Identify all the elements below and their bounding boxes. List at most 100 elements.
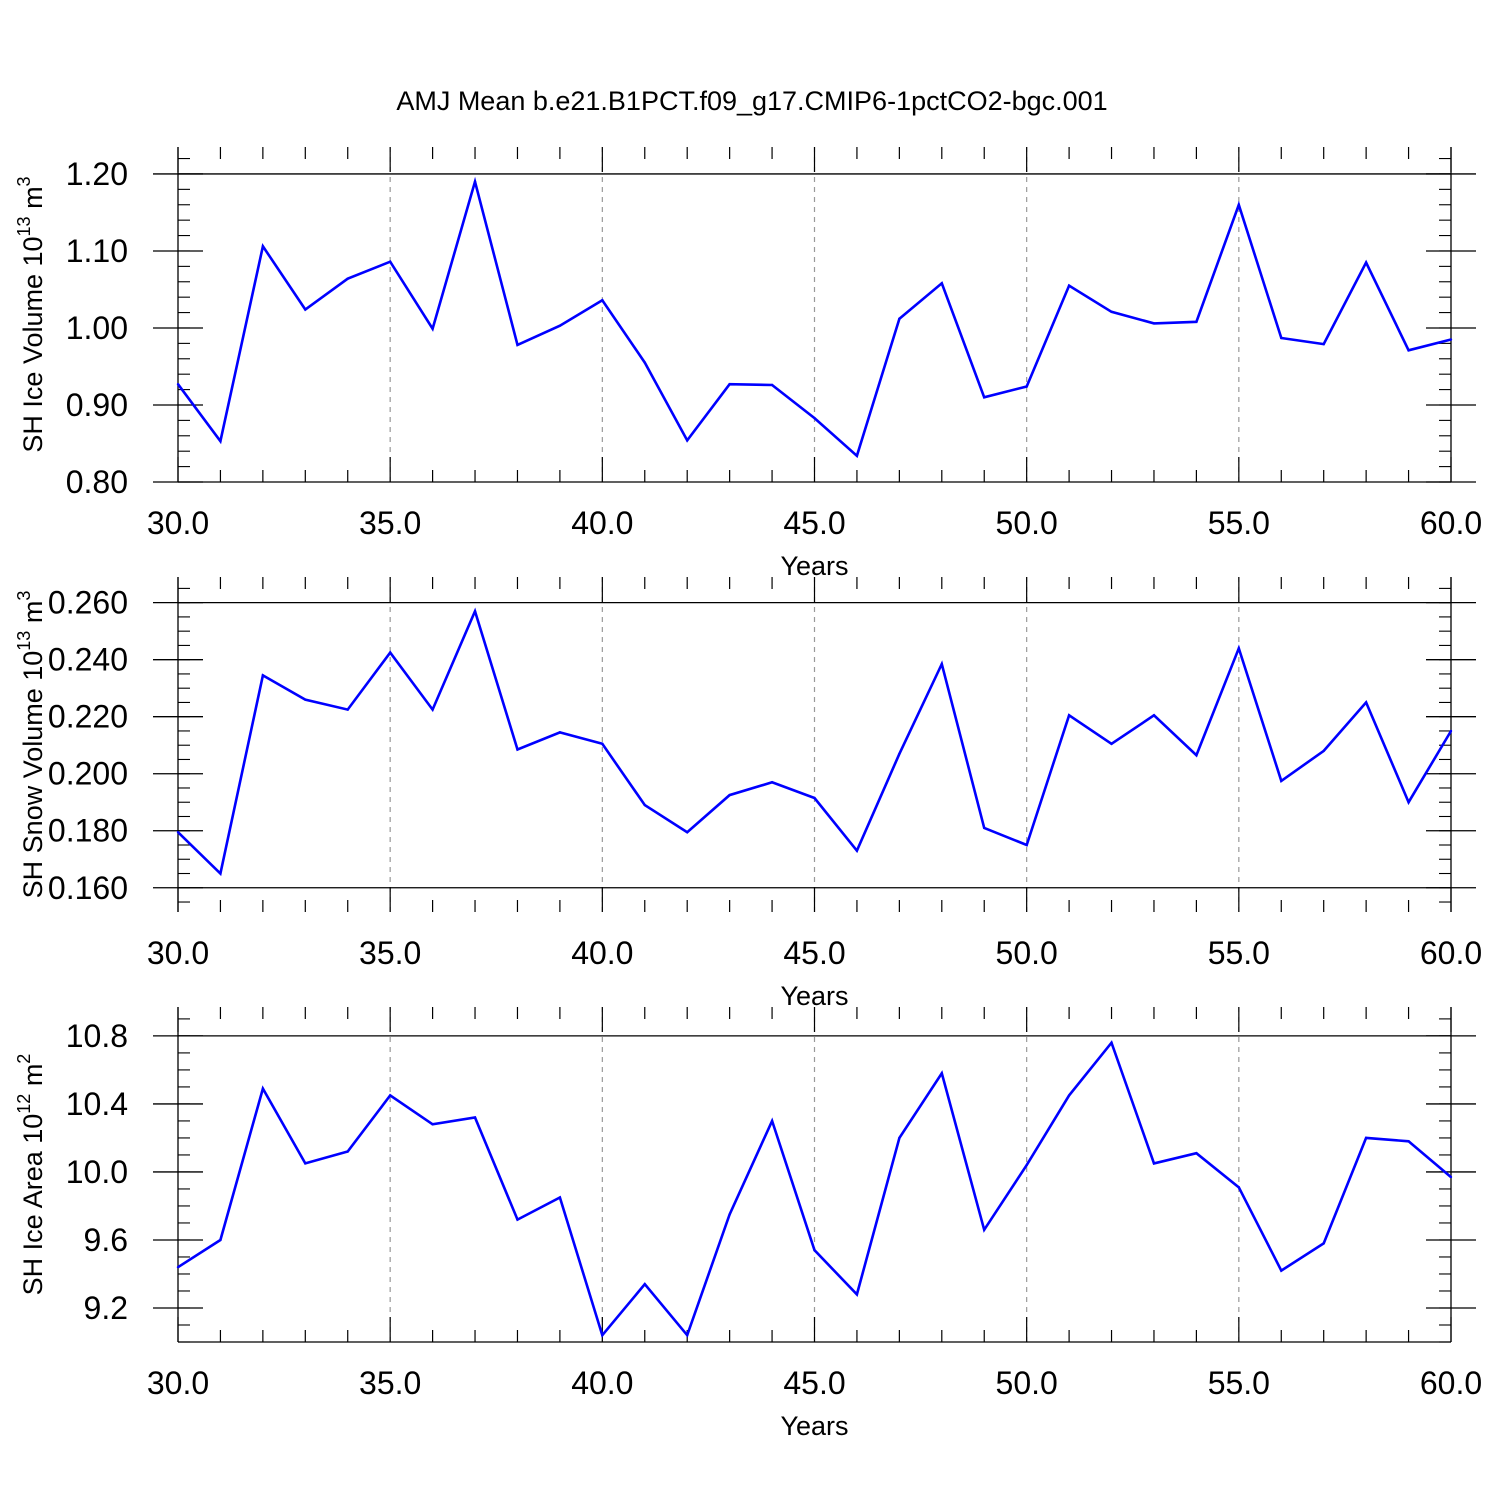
data-point	[1280, 336, 1283, 340]
data-point	[601, 299, 604, 302]
data-point	[304, 308, 307, 311]
data-point	[728, 1213, 731, 1216]
data-point	[728, 382, 731, 386]
data-point	[728, 793, 731, 797]
data-point	[1407, 801, 1410, 804]
x-tick-label: 50.0	[996, 1365, 1058, 1401]
data-point	[1280, 779, 1283, 783]
data-point	[898, 317, 901, 320]
y-axis-label: SH Ice Volume 1013 m3	[14, 176, 48, 452]
data-point	[261, 674, 265, 677]
y-tick-label: 10.4	[66, 1086, 128, 1122]
data-point	[1152, 1162, 1156, 1165]
data-point	[940, 662, 943, 666]
y-axis-label: SH Ice Area 1012 m2	[14, 1054, 48, 1296]
data-point	[431, 327, 434, 330]
data-point	[516, 1218, 519, 1221]
x-axis-label: Years	[780, 1411, 848, 1441]
data-point	[643, 361, 646, 364]
data-point	[983, 1228, 986, 1231]
panels: 30.0 35.0 40.0 45.0 50.0 55.0 60.0 Years 0.80 0.9…	[14, 147, 1482, 1441]
data-point	[601, 742, 604, 745]
data-point	[813, 416, 816, 420]
y-tick-label: 0.180	[48, 813, 128, 849]
x-axis-label: Years	[780, 551, 848, 581]
data-point	[473, 180, 477, 183]
data-point	[473, 610, 477, 613]
x-tick-label: 30.0	[147, 1365, 209, 1401]
x-axis-label: Years	[780, 981, 848, 1011]
x-tick-label: 30.0	[147, 505, 209, 541]
data-point	[643, 1282, 646, 1286]
data-point	[1195, 753, 1198, 757]
chart-title: AMJ Mean b.e21.B1PCT.f09_g17.CMIP6-1pctC…	[396, 86, 1107, 116]
x-tick-label: 55.0	[1208, 935, 1270, 971]
data-point	[516, 748, 519, 751]
data-point	[1280, 1269, 1283, 1272]
x-tick-label: 35.0	[359, 505, 421, 541]
y-tick-label: 1.10	[66, 233, 128, 269]
data-point	[940, 1072, 943, 1075]
x-tick-label: 60.0	[1420, 505, 1482, 541]
data-point	[346, 1150, 349, 1153]
data-point	[686, 439, 689, 442]
y-tick-label: 0.240	[48, 642, 128, 678]
data-point	[558, 731, 562, 734]
chart-panel-3: 30.0 35.0 40.0 45.0 50.0 55.0 60.0 Years 9.2 9.6 1…	[14, 1007, 1482, 1441]
data-point	[770, 1119, 774, 1123]
data-point	[558, 1196, 562, 1199]
x-tick-label: 55.0	[1208, 505, 1270, 541]
data-point	[431, 708, 434, 711]
data-point	[388, 651, 392, 654]
data-point	[1407, 349, 1410, 352]
data-point	[261, 1087, 265, 1090]
y-tick-label: 0.90	[66, 387, 128, 423]
data-point	[983, 396, 986, 399]
data-point	[1195, 320, 1198, 324]
data-point	[1322, 342, 1325, 346]
data-point	[176, 1265, 180, 1269]
x-tick-label: 50.0	[996, 935, 1058, 971]
data-point	[855, 849, 859, 852]
x-tick-label: 55.0	[1208, 1365, 1270, 1401]
data-point	[1110, 310, 1113, 314]
y-tick-label: 0.200	[48, 756, 128, 792]
data-point	[1067, 284, 1071, 287]
y-tick-label: 0.80	[66, 464, 128, 500]
data-point	[1110, 742, 1113, 745]
x-tick-label: 60.0	[1420, 935, 1482, 971]
x-tick-label: 35.0	[359, 1365, 421, 1401]
x-tick-label: 40.0	[571, 935, 633, 971]
data-point	[176, 382, 180, 386]
data-point	[346, 277, 349, 280]
y-tick-label: 9.6	[84, 1222, 128, 1258]
x-tick-label: 40.0	[571, 505, 633, 541]
x-tick-label: 30.0	[147, 935, 209, 971]
data-point	[1364, 261, 1368, 264]
data-point	[770, 383, 774, 387]
data-point	[643, 803, 646, 807]
data-point	[1364, 1136, 1368, 1140]
data-point	[1237, 647, 1241, 650]
data-point	[1152, 322, 1156, 325]
data-point	[516, 343, 519, 347]
data-point	[1237, 1186, 1241, 1189]
chart-panel-2: 30.0 35.0 40.0 45.0 50.0 55.0 60.0 Years 0.160 0.…	[14, 577, 1482, 1011]
data-point	[855, 454, 859, 458]
x-tick-label: 60.0	[1420, 1365, 1482, 1401]
data-point	[219, 872, 222, 875]
data-point	[219, 439, 222, 443]
y-tick-label: 1.00	[66, 310, 128, 346]
y-tick-label: 1.20	[66, 156, 128, 192]
data-point	[1025, 843, 1028, 847]
data-point	[1449, 338, 1453, 341]
x-tick-label: 45.0	[783, 505, 845, 541]
data-point	[770, 781, 774, 784]
data-point	[388, 260, 392, 263]
data-point	[1025, 385, 1028, 388]
data-point	[431, 1123, 434, 1126]
data-point	[1449, 1175, 1453, 1179]
data-point	[1364, 701, 1368, 704]
data-point	[1322, 1242, 1325, 1245]
y-tick-label: 0.260	[48, 585, 128, 621]
